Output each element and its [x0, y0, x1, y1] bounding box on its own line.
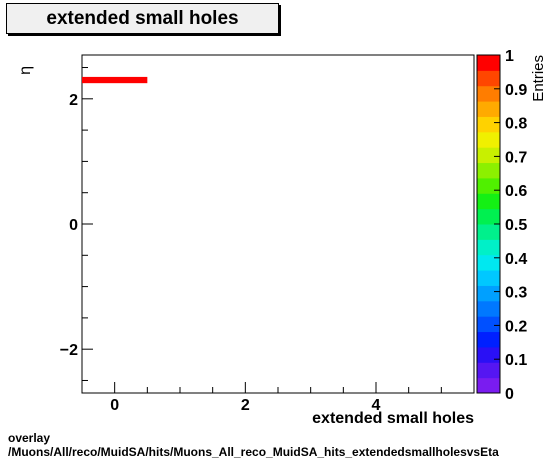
palette-swatch — [477, 316, 500, 333]
palette-swatch — [477, 177, 500, 194]
z-tick-label: 0.7 — [505, 149, 527, 166]
palette-swatch — [477, 208, 500, 225]
x-tick-label: 0 — [110, 397, 119, 414]
z-axis-title: Entries — [530, 55, 546, 102]
palette-swatch — [477, 70, 500, 87]
x-axis-title: extended small holes — [312, 410, 474, 427]
heatmap-cells — [82, 76, 148, 84]
palette-swatch — [477, 101, 500, 117]
z-tick-label: 0.2 — [505, 318, 527, 335]
palette-swatch — [477, 162, 500, 179]
palette-swatch — [477, 85, 500, 102]
palette-swatch — [477, 362, 500, 379]
footer-overlay: overlay — [8, 431, 51, 445]
color-scale: 0 0.1 0.2 0.3 0.4 0.5 0.6 0.7 0.8 0.9 1 — [476, 48, 527, 403]
plot-border — [81, 54, 475, 394]
z-tick-label: 1 — [505, 48, 514, 65]
palette-swatch — [477, 55, 500, 71]
palette-swatch — [477, 193, 500, 210]
palette-swatch — [477, 285, 500, 302]
z-tick-label: 0.5 — [505, 217, 527, 234]
x-tick-label: 2 — [241, 397, 250, 414]
chart-title: extended small holes — [46, 7, 239, 29]
chart-title-box: extended small holes — [6, 3, 279, 34]
y-axis: −2 0 2 — [60, 67, 93, 381]
palette-swatch — [477, 270, 500, 286]
x-tick-label: 4 — [372, 397, 381, 414]
z-tick-label: 0.3 — [505, 285, 527, 302]
footer-path: /Muons/All/reco/MuidSA/hits/Muons_All_re… — [8, 445, 499, 459]
z-tick-label: 0.8 — [505, 116, 527, 133]
heatmap-cell-0 — [82, 76, 148, 84]
z-tick-label: 0.4 — [505, 251, 527, 268]
palette-swatch — [477, 254, 500, 271]
z-tick-label: 0 — [505, 386, 514, 403]
y-tick-label: 0 — [69, 217, 78, 234]
palette-swatch — [477, 224, 500, 240]
y-tick-label: −2 — [60, 342, 78, 359]
y-tick-label: 2 — [69, 92, 78, 109]
y-axis-title: η — [17, 66, 34, 75]
z-tick-label: 0.1 — [505, 352, 527, 369]
z-tick-label: 0.9 — [505, 82, 527, 99]
palette-swatch — [477, 239, 500, 256]
x-axis: 0 2 4 — [81, 382, 475, 414]
z-tick-label: 0.6 — [505, 183, 527, 200]
palette-swatch — [477, 346, 500, 363]
palette-swatch — [477, 147, 500, 164]
palette-swatch — [477, 377, 500, 394]
plot-area — [81, 54, 475, 394]
palette-swatch — [477, 116, 500, 133]
palette-swatch — [477, 300, 500, 317]
palette-swatch — [477, 331, 500, 348]
palette-swatch — [477, 131, 500, 148]
